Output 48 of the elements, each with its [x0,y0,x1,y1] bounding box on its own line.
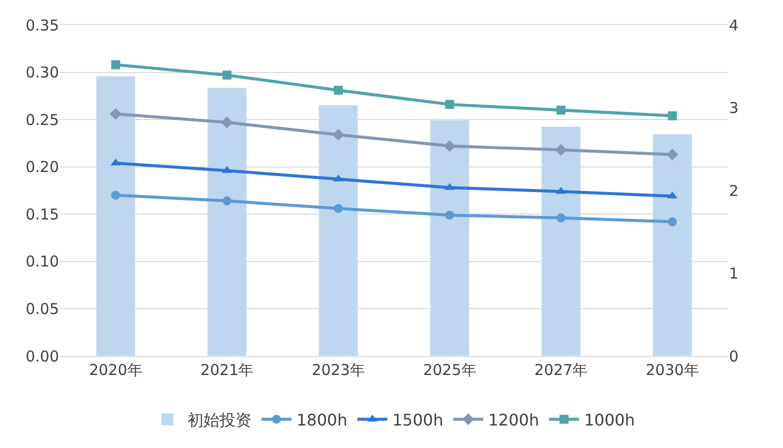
point [332,128,344,141]
y-tick-label: 0.35 [26,16,59,34]
legend-label: 1000h [584,410,635,430]
point [334,204,343,213]
point [555,144,567,156]
x-tick-label: 2030年 [646,361,699,379]
bar [541,126,581,356]
bar [318,105,358,356]
point [222,196,232,206]
point [222,70,232,80]
legend-label: 初始投资 [188,410,252,430]
x-tick-label: 2020年 [89,361,142,379]
y2-tick-label: 0 [729,347,739,366]
point [334,86,343,95]
point [666,148,678,160]
y-tick-label: 0.15 [26,205,59,224]
y-tick-label: 0.20 [26,158,59,176]
bar [207,88,247,356]
y2-tick-label: 3 [729,99,739,117]
x-tick-label: 2021年 [200,361,254,379]
point [445,210,454,220]
point [445,100,454,109]
point [110,108,122,120]
point [556,213,566,222]
y-tick-label: 0.25 [26,110,59,129]
bar [96,76,136,356]
y-tick-label: 0.30 [26,64,59,82]
point [444,140,456,152]
point [668,111,677,120]
point [556,106,566,115]
legend-label: 1800h [296,410,348,430]
point [668,217,677,226]
y2-tick-label: 4 [729,16,739,34]
point [221,116,233,128]
point [111,60,120,70]
y-tick-label: 0.10 [26,252,59,271]
y2-tick-label: 2 [729,182,739,200]
y2-tick-label: 1 [729,264,739,282]
x-tick-label: 2025年 [423,361,476,379]
bar [652,134,692,356]
y-tick-label: 0.00 [26,347,59,366]
bar [430,120,470,356]
x-tick-label: 2023年 [312,361,365,379]
y-tick-label: 0.05 [26,300,59,318]
point [111,190,120,200]
x-tick-label: 2027年 [534,361,588,379]
legend-label: 1500h [392,410,444,430]
legend-label: 1200h [488,410,540,430]
